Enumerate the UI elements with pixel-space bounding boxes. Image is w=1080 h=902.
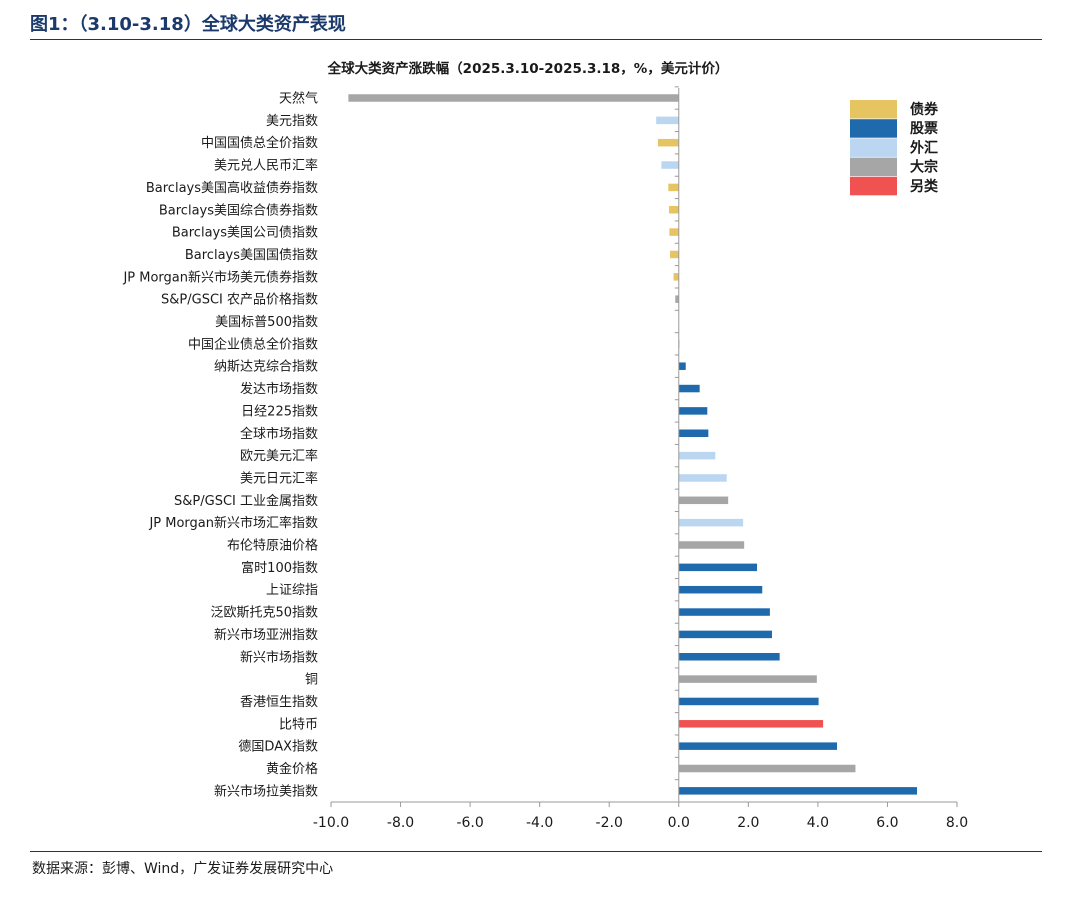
bar-6 xyxy=(669,206,679,214)
figure-footer: 数据来源：彭博、Wind，广发证券发展研究中心 xyxy=(30,851,1042,877)
bar-18 xyxy=(678,474,727,482)
bar-7 xyxy=(669,228,679,236)
legend-swatch-equity xyxy=(850,119,897,138)
x-tick-label: 8.0 xyxy=(946,815,968,831)
bar-30 xyxy=(678,742,838,750)
x-tick-label: 6.0 xyxy=(876,815,898,831)
bar-25 xyxy=(678,630,772,639)
category-label: 泛欧斯托克50指数 xyxy=(210,606,318,621)
x-tick-label: -2.0 xyxy=(596,815,623,831)
legend-label-alternative: 另类 xyxy=(910,178,939,195)
category-label: 发达市场指数 xyxy=(240,381,318,397)
legend-swatch-bond xyxy=(850,100,897,119)
bar-1 xyxy=(348,94,679,102)
x-tick-label: -10.0 xyxy=(313,815,349,831)
category-label: 天然气 xyxy=(279,91,318,107)
category-label: 布伦特原油价格 xyxy=(227,538,318,554)
figure-header: 图1：（3.10-3.18）全球大类资产表现 xyxy=(30,8,1042,40)
bar-22 xyxy=(678,563,758,572)
bar-32 xyxy=(678,787,918,795)
axes: -10.0 -8.0 -6.0 -4.0 -2.0 0.0 2.0 4.0 6.0 8.0 xyxy=(313,86,968,831)
bar-5 xyxy=(668,183,679,192)
bar-28 xyxy=(678,697,819,706)
bar-23 xyxy=(678,585,763,594)
category-label: Barclays美国综合债券指数 xyxy=(159,202,318,218)
category-label: 铜 xyxy=(305,673,318,688)
category-label: 比特币 xyxy=(279,717,318,732)
legend-swatch-fx xyxy=(850,138,897,157)
category-label: S&P/GSCI 工业金属指数 xyxy=(174,493,318,509)
category-label: JP Morgan新兴市场美元债券指数 xyxy=(122,269,318,285)
category-label: 中国国债总全价指数 xyxy=(201,135,318,151)
category-label: 全球市场指数 xyxy=(240,426,318,442)
category-label: 富时100指数 xyxy=(241,560,318,576)
bar-2 xyxy=(656,116,679,125)
x-tick-label: 4.0 xyxy=(807,815,829,831)
x-tick-label: 2.0 xyxy=(737,815,759,831)
bar-14 xyxy=(678,384,700,393)
legend-swatch-commodity xyxy=(850,157,897,177)
bar-19 xyxy=(678,496,729,505)
bar-3 xyxy=(657,138,679,147)
bar-26 xyxy=(678,653,780,661)
legend-swatch-alternative xyxy=(850,176,897,196)
x-tick-label: 0.0 xyxy=(668,815,690,831)
bar-9 xyxy=(673,273,679,281)
bar-4 xyxy=(661,161,679,169)
category-label: 美元兑人民币汇率 xyxy=(214,158,318,174)
category-label: 美元指数 xyxy=(266,114,318,129)
category-label: 新兴市场拉美指数 xyxy=(214,783,318,799)
bar-8 xyxy=(670,250,679,259)
legend-label-fx: 外汇 xyxy=(910,139,938,156)
category-label: S&P/GSCI 农产品价格指数 xyxy=(161,292,318,308)
category-label: 纳斯达克综合指数 xyxy=(214,360,318,375)
category-label: 新兴市场指数 xyxy=(240,649,318,665)
bar-21 xyxy=(678,541,745,549)
legend-label-bond: 债券 xyxy=(910,101,939,118)
bar-31 xyxy=(678,764,856,773)
category-label: Barclays美国国债指数 xyxy=(185,248,318,263)
category-label: 美元日元汇率 xyxy=(240,470,318,486)
legend-label-equity: 股票 xyxy=(910,121,938,137)
bar-24 xyxy=(678,608,770,616)
x-tick-label: -8.0 xyxy=(387,815,414,831)
category-label: 黄金价格 xyxy=(266,761,318,777)
bar-16 xyxy=(678,429,709,437)
bar-15 xyxy=(678,407,708,415)
bar-20 xyxy=(678,518,744,527)
category-label: 欧元美元汇率 xyxy=(240,448,318,464)
category-label: 美国标普500指数 xyxy=(215,315,318,330)
bar-13 xyxy=(678,362,686,370)
bar-29 xyxy=(678,720,824,728)
data-source-note: 数据来源：彭博、Wind，广发证券发展研究中心 xyxy=(32,861,334,877)
category-label: 上证综指 xyxy=(266,583,318,598)
category-label: 日经225指数 xyxy=(241,404,318,419)
legend-label-commodity: 大宗 xyxy=(910,159,938,176)
category-label: JP Morgan新兴市场汇率指数 xyxy=(148,515,318,531)
category-label: 德国DAX指数 xyxy=(238,740,318,755)
category-label: 新兴市场亚洲指数 xyxy=(214,627,318,643)
category-label: Barclays美国高收益债券指数 xyxy=(146,180,318,196)
bars-layer xyxy=(348,94,918,795)
category-label: Barclays美国公司债指数 xyxy=(172,226,318,241)
bar-10 xyxy=(675,295,679,303)
x-tick-label: -4.0 xyxy=(526,815,553,831)
category-label: 香港恒生指数 xyxy=(240,695,318,710)
chart-title: 全球大类资产涨跌幅（2025.3.10-2025.3.18，%，美元计价） xyxy=(327,60,729,77)
bar-17 xyxy=(678,451,716,460)
figure-title: 图1：（3.10-3.18）全球大类资产表现 xyxy=(30,14,346,35)
x-tick-label: -6.0 xyxy=(456,815,483,831)
bar-27 xyxy=(678,675,817,683)
category-label: 中国企业债总全价指数 xyxy=(188,336,318,352)
